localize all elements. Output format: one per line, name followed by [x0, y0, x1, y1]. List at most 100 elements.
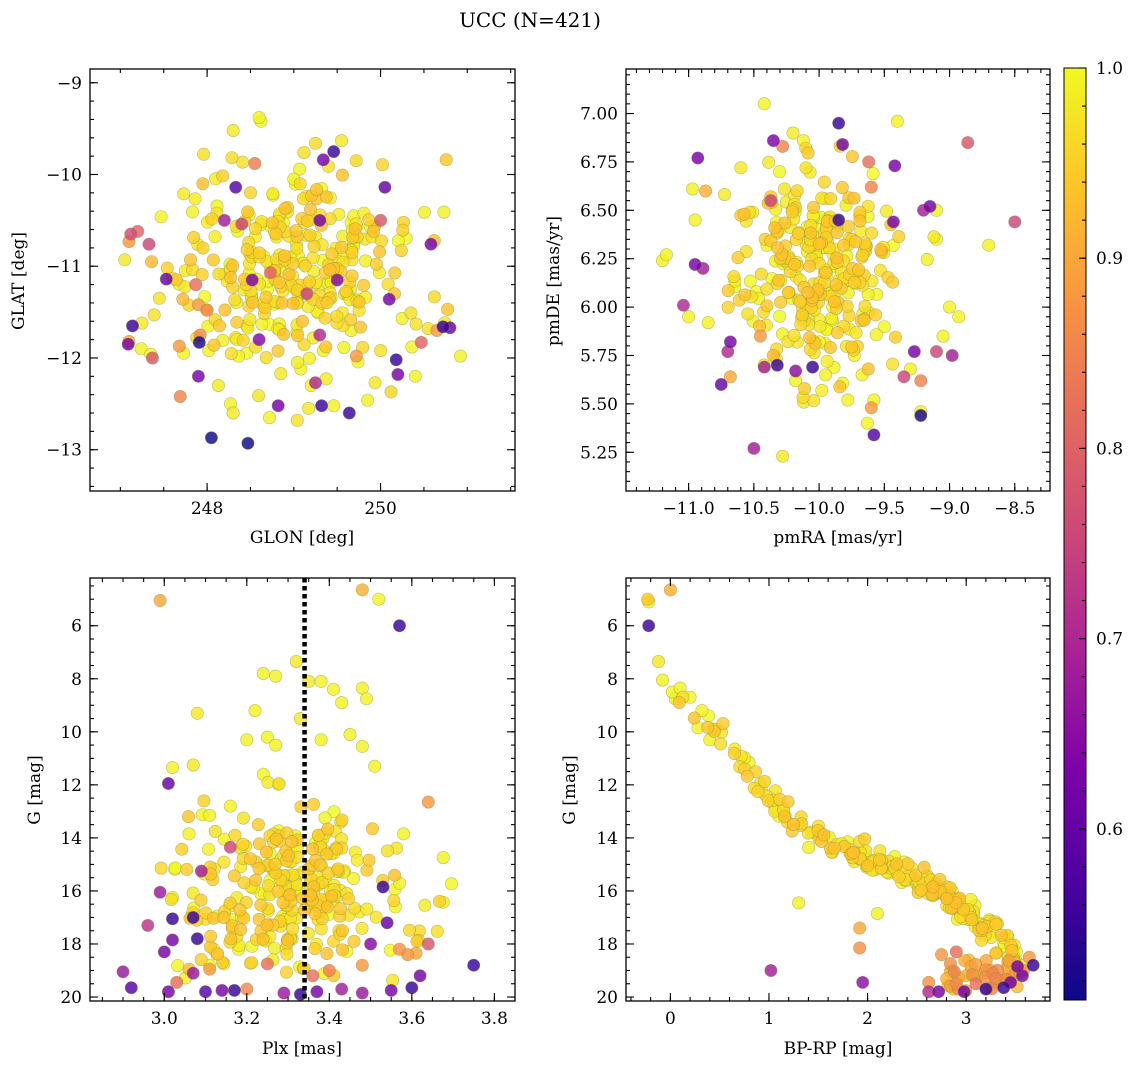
data-point: [212, 267, 226, 281]
data-point: [949, 945, 963, 959]
data-point: [947, 965, 961, 979]
data-point: [271, 399, 285, 413]
data-point: [182, 827, 196, 841]
data-point: [252, 333, 266, 347]
data-point: [347, 934, 361, 948]
data-point: [389, 353, 403, 367]
data-point: [278, 202, 292, 216]
data-point: [786, 126, 800, 140]
data-point: [404, 306, 418, 320]
data-point: [436, 320, 450, 334]
data-point: [777, 810, 791, 824]
data-point: [373, 245, 387, 259]
data-point: [817, 828, 831, 842]
data-point: [1010, 959, 1024, 973]
data-point: [194, 893, 208, 907]
panel-pmra-pmde: pmRA [mas/yr] pmDE [mas/yr] −11.0 −10.5 −1…: [544, 68, 1051, 548]
data-point: [860, 416, 874, 430]
data-point: [791, 226, 805, 240]
data-point: [848, 235, 862, 249]
data-point: [186, 910, 200, 924]
data-point: [418, 898, 432, 912]
data-point: [269, 227, 283, 241]
data-point: [467, 958, 481, 972]
data-point: [217, 855, 231, 869]
data-point: [845, 340, 859, 354]
data-point: [437, 205, 451, 219]
data-point: [699, 184, 713, 198]
data-point: [166, 933, 180, 947]
data-point: [867, 428, 881, 442]
data-point: [121, 337, 135, 351]
data-point: [740, 769, 754, 783]
data-point: [235, 217, 249, 231]
data-point: [803, 331, 817, 345]
data-point: [352, 295, 366, 309]
data-point: [430, 924, 444, 938]
data-point: [145, 255, 159, 269]
y-tick-label: 5.50: [580, 395, 618, 415]
data-point: [182, 810, 196, 824]
x-tick-label: 3.8: [481, 1009, 508, 1029]
x-tick-label: −10.0: [793, 499, 845, 519]
y-tick-label: 20: [596, 988, 618, 1008]
data-point: [391, 367, 405, 381]
data-point: [432, 894, 446, 908]
data-point: [877, 320, 891, 334]
data-point: [1026, 958, 1040, 972]
y-tick-label: 8: [71, 670, 82, 690]
y-tick-label: 5.25: [580, 443, 618, 463]
data-point: [388, 266, 402, 280]
data-point: [392, 619, 406, 633]
data-point: [790, 184, 804, 198]
data-point: [659, 248, 673, 262]
data-point: [869, 308, 883, 322]
data-point: [325, 247, 339, 261]
data-point: [869, 328, 883, 342]
figure-title: UCC (N=421): [459, 8, 601, 32]
data-point: [252, 246, 266, 260]
y-tick-label: 16: [60, 882, 82, 902]
data-point: [227, 983, 241, 997]
data-point: [830, 251, 844, 265]
data-point: [211, 378, 225, 392]
data-point: [982, 238, 996, 252]
y-tick-label: −10: [46, 166, 82, 186]
data-point: [277, 986, 291, 1000]
data-point: [260, 730, 274, 744]
data-point: [751, 785, 765, 799]
data-point: [256, 932, 270, 946]
data-point: [322, 963, 336, 977]
data-point: [926, 880, 940, 894]
data-point: [952, 310, 966, 324]
data-point: [248, 704, 262, 718]
x-tick-label: 3.0: [151, 1009, 178, 1029]
data-point: [223, 896, 237, 910]
data-point: [310, 985, 324, 999]
data-point: [397, 827, 411, 841]
data-point: [359, 692, 373, 706]
data-point: [857, 313, 871, 327]
data-point: [344, 313, 358, 327]
colorbar-tick-label: 1.0: [1096, 59, 1123, 79]
data-point: [979, 982, 993, 996]
y-axis-label: G [mag]: [560, 755, 580, 824]
data-point: [259, 845, 273, 859]
data-point: [858, 299, 872, 313]
data-point: [277, 327, 291, 341]
data-point: [846, 846, 860, 860]
data-point: [803, 259, 817, 273]
data-point: [215, 983, 229, 997]
data-point: [145, 351, 159, 365]
data-point: [289, 224, 303, 238]
data-point: [278, 249, 292, 263]
data-point: [248, 157, 262, 171]
data-point: [325, 889, 339, 903]
x-tick-label: 250: [364, 499, 396, 519]
data-point: [355, 739, 369, 753]
data-point: [196, 241, 210, 255]
data-point: [272, 777, 286, 791]
data-point: [841, 219, 855, 233]
scatter-points: [655, 97, 1022, 463]
data-point: [228, 828, 242, 842]
